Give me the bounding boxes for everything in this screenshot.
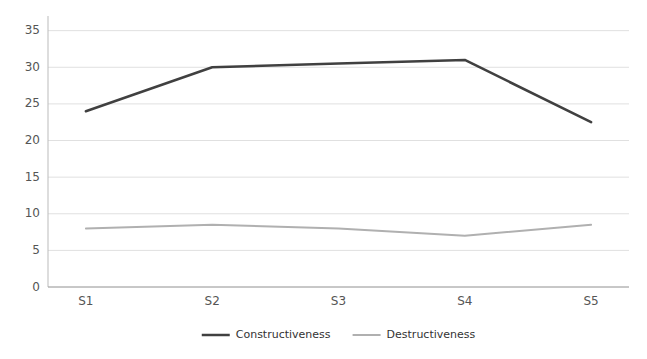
x-tick-label: S5 xyxy=(583,294,598,308)
legend-swatch xyxy=(202,334,230,337)
x-tick-label: S2 xyxy=(205,294,220,308)
grid-line xyxy=(48,140,629,141)
x-tick-label: S3 xyxy=(331,294,346,308)
y-tick-label: 15 xyxy=(25,170,40,184)
grid-line xyxy=(48,67,629,68)
y-tick-label: 5 xyxy=(32,243,40,257)
x-tick-label: S1 xyxy=(78,294,93,308)
grid-line xyxy=(48,103,629,104)
y-axis-line xyxy=(48,16,49,287)
chart-container: 0 5 10 15 20 25 30 35 S1 S2 S3 S4 S5 Constructiveness… xyxy=(0,0,647,359)
legend-item: Constructiveness xyxy=(202,328,331,341)
y-tick-label: 25 xyxy=(25,96,40,110)
x-tick-label: S4 xyxy=(457,294,472,308)
y-ticks: 0 5 10 15 20 25 30 35 xyxy=(25,23,40,293)
y-tick-label: 10 xyxy=(25,206,40,220)
legend-item: Destructiveness xyxy=(353,328,476,341)
grid-line xyxy=(48,177,629,178)
y-grid xyxy=(48,31,629,287)
x-ticks: S1 S2 S3 S4 S5 xyxy=(78,294,598,308)
y-tick-label: 30 xyxy=(25,60,40,74)
grid-line xyxy=(48,30,629,31)
series-line xyxy=(86,225,591,236)
chart-svg: 0 5 10 15 20 25 30 35 S1 S2 S3 S4 S5 Constructiveness… xyxy=(0,0,647,359)
legend-label: Constructiveness xyxy=(236,328,331,341)
grid-line xyxy=(48,287,629,288)
legend-label: Destructiveness xyxy=(387,328,476,341)
legend: Constructiveness Destructiveness xyxy=(202,328,476,341)
y-tick-label: 20 xyxy=(25,133,40,147)
legend-swatch xyxy=(353,334,381,336)
y-tick-label: 0 xyxy=(32,280,40,294)
grid-line xyxy=(48,213,629,214)
series-line xyxy=(86,60,591,122)
x-axis-line xyxy=(48,287,629,288)
y-tick-label: 35 xyxy=(25,23,40,37)
lines xyxy=(86,60,591,236)
grid-line xyxy=(48,250,629,251)
